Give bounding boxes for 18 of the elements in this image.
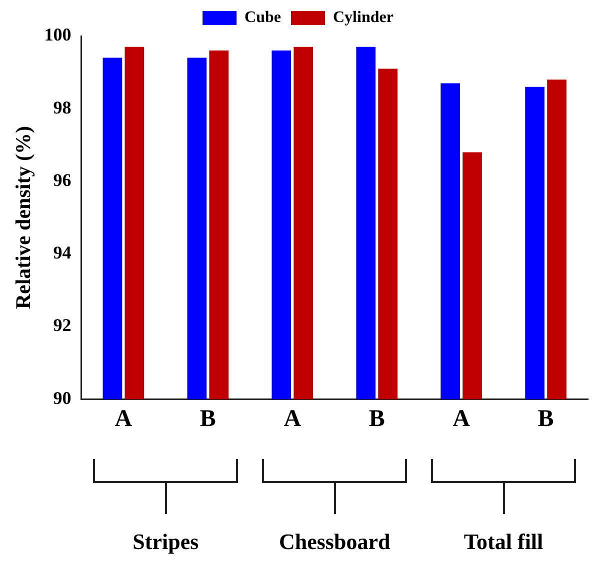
text: Total fill [464, 529, 544, 556]
y-axis-title: Relative density (%) [11, 126, 36, 310]
legend-label: Cylinder [333, 9, 394, 26]
x-tick-label: B [538, 406, 554, 432]
text: Stripes [132, 529, 199, 556]
legend-label: Cube [244, 9, 282, 26]
y-tick-label: 92 [53, 315, 72, 336]
x-tick-label: B [368, 406, 385, 432]
y-tick-label: 98 [53, 97, 72, 118]
y-tick-label: 94 [53, 242, 72, 263]
x-tick-label: A [114, 406, 133, 432]
x-tick-label: B [200, 406, 216, 432]
text: Chessboard [278, 529, 390, 556]
y-tick-label: 100 [44, 24, 72, 45]
x-tick-label: A [452, 406, 471, 432]
y-tick-label: 96 [53, 170, 72, 190]
x-tick-label: A [284, 406, 302, 432]
y-tick-label: 90 [53, 388, 72, 408]
